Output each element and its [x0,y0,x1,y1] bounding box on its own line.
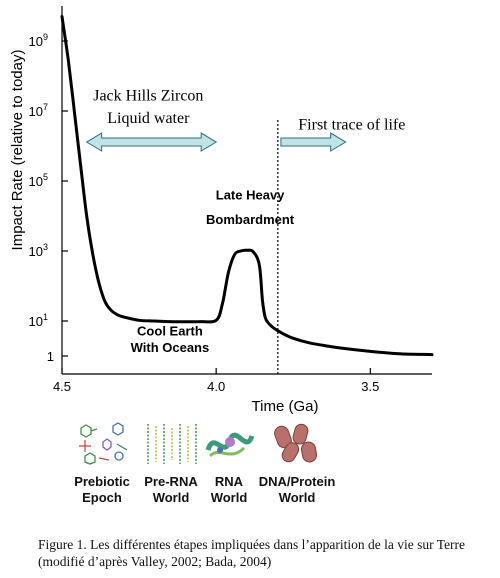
annotation-text: Liquid water [107,110,190,127]
evolution-stages: Prebiotic Epoch Pre-RNA World RNA World … [0,420,500,530]
first-life-arrow [280,132,347,152]
molecules-icon [73,420,131,466]
y-tick-label: 107 [29,102,48,119]
stage-3: RNA World [184,420,274,506]
stage-label: DNA/Protein World [258,474,336,505]
y-axis-label: Impact Rate (relative to today) [9,50,26,251]
annotation-text: With Oceans [131,340,210,355]
ticks: 4.5 4.0 3.5 1 101 103 105 107 109 [29,32,380,394]
stage-4: DNA/Protein World [252,420,342,506]
arrows [85,132,347,152]
annotations: Jack Hills Zircon Liquid water First trace… [93,87,405,355]
y-tick-label: 109 [29,32,48,49]
impact-rate-chart: 4.5 4.0 3.5 1 101 103 105 107 109 Jack Hills Zir… [9,6,434,415]
figure-caption: Figure 1. Les différentes étapes impliqu… [38,537,466,569]
y-tick-label: 105 [29,172,48,189]
stage-label: Pre-RNA World [144,474,198,505]
stage-label: Prebiotic Epoch [74,474,130,505]
y-tick-label: 103 [29,242,48,259]
pre-rna-strands-icon [142,420,200,466]
annotation-text: Jack Hills Zircon [93,87,203,104]
stage-label: RNA World [210,474,248,505]
annotation-text: Bombardment [206,212,295,227]
x-tick-label: 4.5 [53,379,71,394]
stage-2: Pre-RNA World [126,420,216,506]
annotation-text: Cool Earth [137,324,203,339]
x-axis-label: Time (Ga) [252,398,319,415]
annotation-text: First trace of life [298,116,405,133]
liquid-water-double-arrow [85,132,218,152]
x-tick-label: 4.0 [207,379,225,394]
annotation-text: Late Heavy [216,187,285,202]
impact-rate-curve [60,15,434,357]
stage-1: Prebiotic Epoch [57,420,147,506]
cells-icon [268,420,326,466]
y-tick-label: 1 [47,349,54,364]
x-tick-label: 3.5 [361,379,379,394]
y-tick-label: 101 [29,312,48,329]
rna-molecule-icon [200,420,258,466]
